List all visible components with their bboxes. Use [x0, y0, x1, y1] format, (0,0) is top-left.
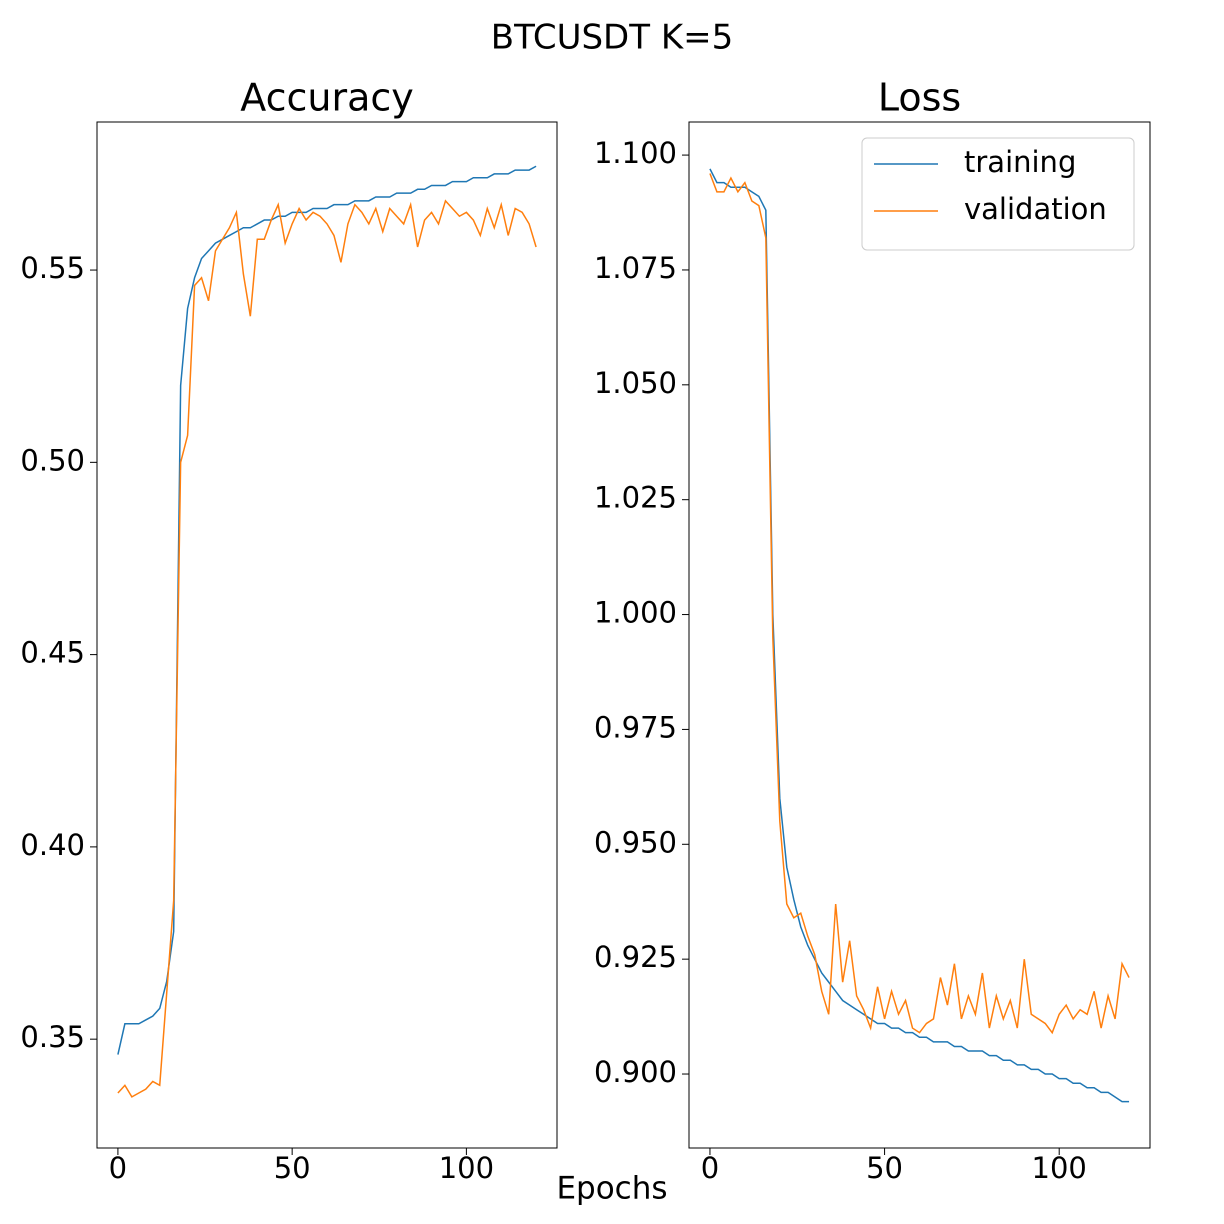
y-tick-label: 1.100 [594, 136, 677, 170]
y-tick-label: 1.025 [594, 481, 677, 515]
x-tick-label: 50 [274, 1151, 311, 1185]
x-tick-label: 0 [109, 1151, 127, 1185]
y-tick-label: 0.40 [20, 828, 85, 862]
x-tick-label: 100 [439, 1151, 494, 1185]
series-line [117, 165, 537, 1055]
legend-label: validation [964, 192, 1107, 226]
series-line [709, 173, 1130, 1035]
series-line [709, 168, 1130, 1103]
y-tick-label: 0.975 [594, 710, 677, 744]
legend-box [861, 137, 1135, 251]
x-tick-label: 50 [866, 1151, 903, 1185]
y-tick-label: 0.55 [20, 251, 85, 285]
y-tick-label: 0.45 [20, 636, 85, 670]
subplot-title: Accuracy [240, 76, 414, 120]
series-line [117, 199, 537, 1098]
figure-title: BTCUSDT K=5 [491, 18, 733, 58]
y-tick-label: 0.925 [594, 940, 677, 974]
y-tick-label: 1.075 [594, 251, 677, 285]
plot-frame [96, 121, 558, 1149]
y-tick-label: 0.900 [594, 1055, 677, 1089]
plot-frame [688, 121, 1151, 1149]
x-tick-label: 100 [1032, 1151, 1087, 1185]
y-tick-label: 1.000 [594, 596, 677, 630]
y-tick-label: 0.950 [594, 825, 677, 859]
y-tick-label: 0.50 [20, 443, 85, 477]
x-axis-label: Epochs [556, 1171, 667, 1207]
y-tick-label: 1.050 [594, 366, 677, 400]
subplot-title: Loss [878, 76, 961, 120]
x-tick-label: 0 [701, 1151, 719, 1185]
legend-label: training [964, 145, 1076, 179]
y-tick-label: 0.35 [20, 1020, 85, 1054]
